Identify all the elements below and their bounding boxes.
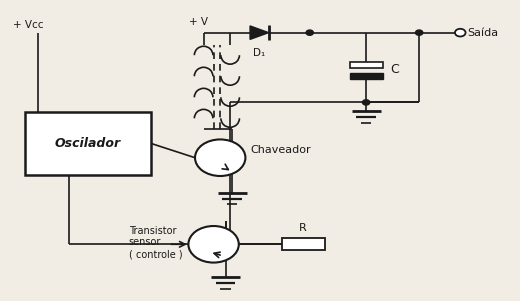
Text: R: R: [299, 222, 307, 232]
Text: C: C: [391, 64, 399, 76]
Text: + Vcc: + Vcc: [14, 20, 44, 30]
Text: Saída: Saída: [467, 28, 498, 38]
Text: D₁: D₁: [253, 48, 266, 58]
Circle shape: [306, 30, 314, 35]
Polygon shape: [250, 26, 269, 39]
Circle shape: [415, 30, 423, 35]
Bar: [281, 238, 324, 250]
Circle shape: [455, 29, 465, 36]
Text: Oscilador: Oscilador: [55, 137, 121, 150]
Circle shape: [362, 100, 370, 105]
Text: ( controle ): ( controle ): [129, 250, 183, 260]
Text: Transistor: Transistor: [129, 226, 176, 236]
Bar: [349, 61, 383, 68]
Circle shape: [195, 139, 245, 176]
Bar: [349, 73, 383, 79]
Text: Chaveador: Chaveador: [251, 145, 311, 156]
Bar: [24, 112, 151, 175]
Circle shape: [188, 226, 239, 262]
Text: + V: + V: [189, 17, 208, 27]
Text: sensor: sensor: [129, 237, 161, 247]
